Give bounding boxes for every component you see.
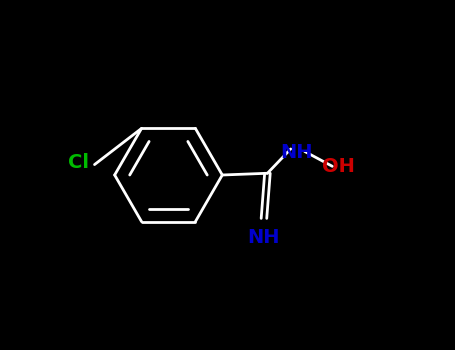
Text: OH: OH	[322, 157, 355, 176]
Text: NH: NH	[281, 143, 313, 162]
Text: Cl: Cl	[68, 153, 89, 172]
Text: NH: NH	[248, 228, 280, 247]
